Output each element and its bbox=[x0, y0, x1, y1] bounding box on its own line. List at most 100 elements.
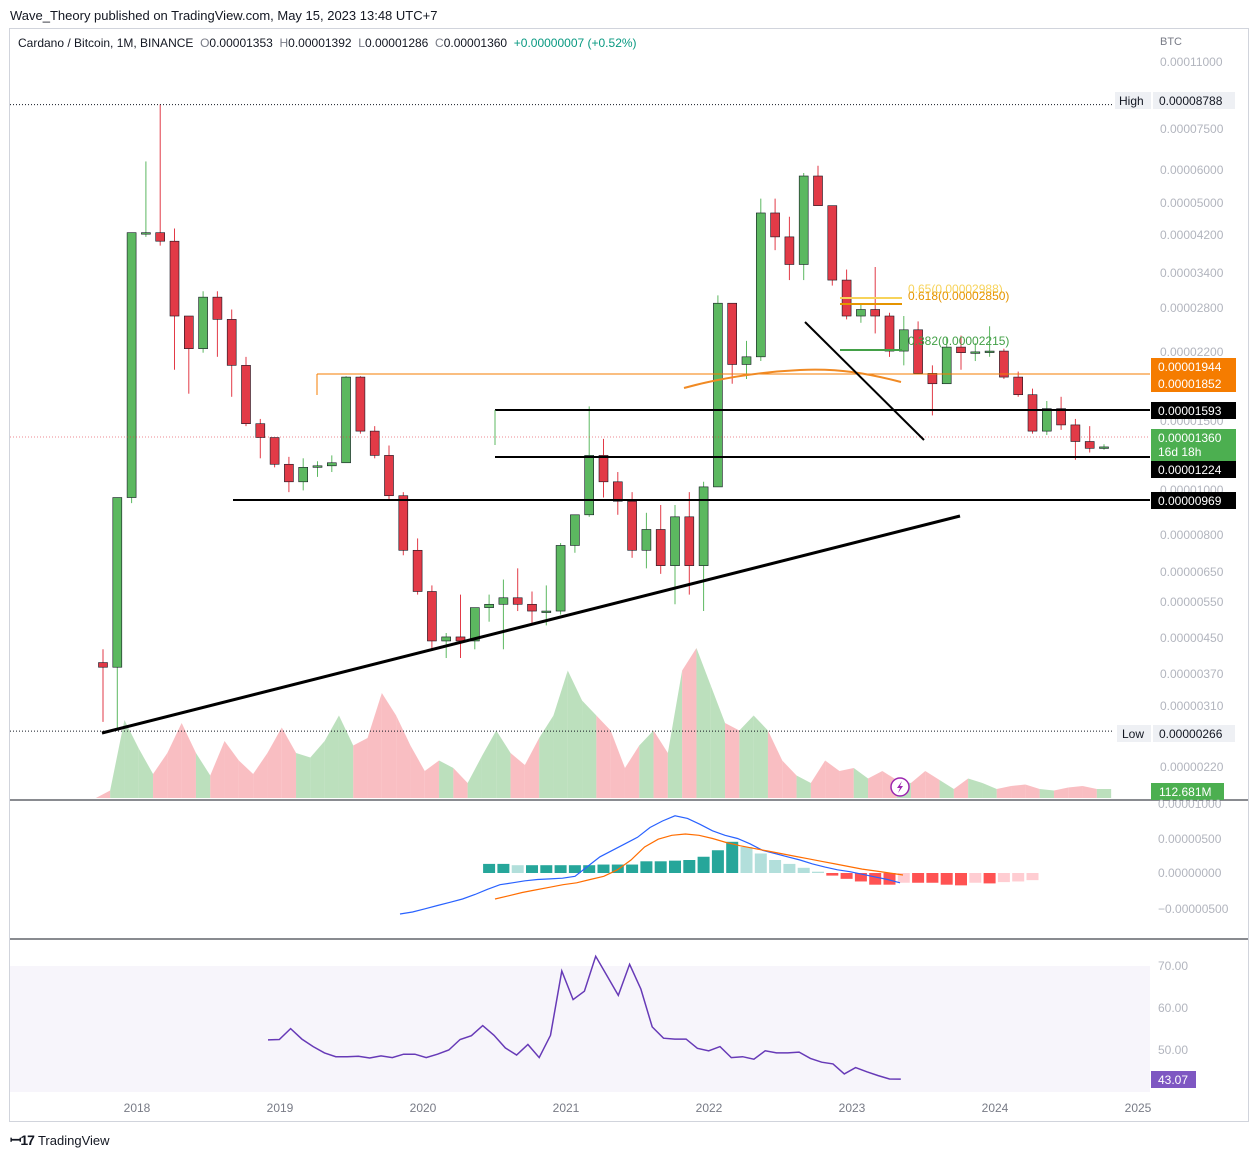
volume-bar bbox=[453, 768, 468, 798]
candle-body bbox=[398, 495, 409, 551]
volume-bar bbox=[1068, 786, 1083, 798]
volume-bar bbox=[496, 730, 511, 798]
volume-bar bbox=[153, 753, 168, 798]
volume-bar bbox=[810, 760, 826, 798]
volume-bar bbox=[1082, 786, 1097, 798]
candle-body bbox=[1070, 424, 1081, 442]
macd-histogram-bar bbox=[997, 873, 1010, 883]
price-tick-label: 0.00000370 bbox=[1160, 667, 1224, 681]
fib-label-0618: 0.618(0.00002850) bbox=[908, 289, 1009, 303]
macd-histogram-bar bbox=[554, 865, 567, 873]
price-tick-label: 0.00000220 bbox=[1160, 760, 1224, 774]
volume-bar bbox=[124, 720, 139, 798]
volume-bar bbox=[353, 738, 368, 798]
macd-histogram-bar bbox=[912, 873, 925, 883]
candle-body bbox=[970, 351, 981, 354]
lightning-glyph bbox=[897, 781, 903, 793]
volume-bar bbox=[682, 648, 697, 798]
tradingview-logo[interactable]: ꟷ17 TradingView bbox=[10, 1131, 110, 1150]
high-key: H bbox=[279, 36, 289, 50]
volume-bar bbox=[310, 741, 325, 798]
macd-histogram-bar bbox=[969, 873, 982, 883]
price-tick-label: 0.00002800 bbox=[1160, 301, 1224, 315]
candle-body bbox=[212, 296, 223, 320]
rsi-tick-label: 50.00 bbox=[1158, 1043, 1188, 1057]
tag-black-1: 0.00001593 bbox=[1158, 404, 1222, 418]
volume-bar bbox=[853, 768, 869, 798]
macd-histogram-bar bbox=[526, 865, 538, 873]
volume-bar bbox=[710, 685, 726, 798]
macd-histogram-bar bbox=[626, 864, 639, 873]
rsi-axis: 70.00 60.00 50.00 bbox=[1158, 959, 1188, 1057]
candle-body bbox=[255, 423, 266, 438]
macd-histogram-bar bbox=[983, 873, 996, 884]
macd-histogram-bar bbox=[1026, 873, 1039, 881]
volume-bar bbox=[582, 700, 597, 798]
candle-body bbox=[856, 309, 866, 317]
close-value: 0.00001360 bbox=[443, 36, 508, 50]
price-tick-label: 0.00000310 bbox=[1160, 699, 1224, 713]
macd-histogram-bar bbox=[754, 853, 767, 873]
volume-tag: 112.681M bbox=[1159, 785, 1211, 799]
candle-body bbox=[1056, 408, 1066, 426]
candle-body bbox=[570, 514, 580, 546]
volume-bar bbox=[725, 723, 740, 798]
symbol-title: Cardano / Bitcoin, 1M, BINANCE bbox=[18, 36, 194, 50]
tag-orange-1: 0.00001944 bbox=[1158, 360, 1222, 374]
macd-histogram-bar bbox=[769, 860, 782, 873]
chart-frame bbox=[9, 28, 1249, 1122]
macd-tick-label: 0.00001000 bbox=[1158, 797, 1222, 811]
candle-body bbox=[999, 350, 1009, 378]
volume-bar bbox=[1011, 784, 1026, 798]
rsi-tick-label: 70.00 bbox=[1158, 959, 1188, 973]
macd-histogram-bar bbox=[683, 860, 696, 873]
volume-bar bbox=[925, 771, 940, 798]
candle-body bbox=[141, 232, 151, 235]
volume-bar bbox=[696, 648, 711, 798]
volume-bar bbox=[624, 745, 640, 798]
volume-bar bbox=[195, 753, 211, 798]
volume-bar bbox=[524, 738, 540, 798]
price-tick-label: 0.00000450 bbox=[1160, 631, 1224, 645]
tag-black-2: 0.00001224 bbox=[1158, 463, 1222, 477]
time-tick-label: 2023 bbox=[839, 1101, 866, 1115]
candle-body bbox=[956, 346, 966, 354]
candle-body bbox=[541, 610, 552, 613]
price-tick-label: 0.00000800 bbox=[1160, 528, 1224, 542]
macd-histogram-bar bbox=[869, 873, 882, 885]
low-value: 0.00000266 bbox=[1159, 727, 1223, 741]
macd-histogram-bar bbox=[726, 841, 739, 873]
volume-bar bbox=[110, 720, 125, 798]
volume-bar bbox=[424, 760, 440, 798]
candle-body bbox=[527, 603, 537, 612]
tag-current: 0.00001360 bbox=[1158, 431, 1222, 445]
candle-body bbox=[713, 302, 723, 488]
candle-body bbox=[241, 365, 251, 425]
candle-body bbox=[927, 373, 938, 385]
tag-black-3: 0.00000969 bbox=[1158, 494, 1222, 508]
time-tick-label: 2021 bbox=[553, 1101, 580, 1115]
signal-line bbox=[494, 833, 904, 900]
candle-body bbox=[341, 376, 351, 464]
candle-body bbox=[984, 350, 995, 353]
macd-line bbox=[399, 815, 901, 915]
candle-body bbox=[469, 607, 480, 642]
price-tick-label: 0.00005000 bbox=[1160, 196, 1224, 210]
publish-info: Wave_Theory published on TradingView.com… bbox=[10, 8, 438, 23]
candle-body bbox=[770, 212, 780, 238]
volume-bar bbox=[510, 753, 525, 798]
volume-bar bbox=[868, 771, 883, 798]
volume-bar bbox=[782, 760, 797, 798]
macd-histogram-bar bbox=[711, 850, 724, 873]
price-tick-label: 0.00002200 bbox=[1160, 345, 1224, 359]
candle-body bbox=[941, 346, 952, 385]
candle-body bbox=[226, 319, 237, 366]
macd-histogram-bar bbox=[583, 865, 596, 873]
macd-histogram-bar bbox=[854, 873, 867, 882]
price-tick-label: 0.00006000 bbox=[1160, 163, 1224, 177]
candle-body bbox=[326, 462, 337, 467]
volume-bar bbox=[267, 727, 282, 798]
price-axis: 0.00011000 0.00007500 0.00006000 0.00005000… bbox=[1160, 55, 1224, 774]
candle-body bbox=[627, 500, 637, 551]
